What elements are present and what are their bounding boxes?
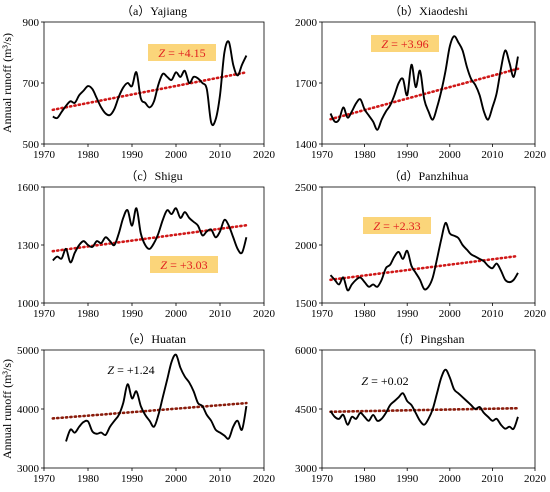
y-axis-label: Annual runoff (m³/s) bbox=[0, 359, 14, 459]
x-tick-label: 2000 bbox=[439, 149, 462, 161]
x-tick-label: 1990 bbox=[121, 149, 144, 161]
y-tick-label: 2000 bbox=[295, 17, 318, 29]
y-tick-label: 900 bbox=[23, 17, 40, 29]
x-tick-label: 1980 bbox=[77, 149, 100, 161]
x-tick-label: 2010 bbox=[481, 473, 504, 485]
plot-frame bbox=[43, 186, 265, 304]
panel-2: （c）Shigu 1970 1980 1990 2000 2010 2020 1000 1300… bbox=[17, 169, 276, 320]
x-tick-label: 1970 bbox=[311, 308, 334, 320]
panel-0: （a）Yajiang 1970 1980 1990 2000 2010 2020 500 700… bbox=[0, 4, 276, 161]
x-tick-label: 2020 bbox=[253, 149, 276, 161]
runoff-series-line bbox=[329, 368, 519, 431]
y-axis-label: Annual runoff (m³/s) bbox=[0, 33, 14, 133]
y-tick-label: 2000 bbox=[295, 240, 318, 252]
panel-title: （b）Xiaodeshi bbox=[389, 4, 468, 18]
y-tick-label: 5000 bbox=[17, 345, 40, 357]
z-stat-label: Z = +3.96 bbox=[381, 37, 428, 51]
runoff-series-line bbox=[65, 353, 248, 442]
x-tick-label: 1990 bbox=[121, 473, 144, 485]
plot-frame bbox=[43, 21, 265, 145]
panel-title: （d）Panzhihua bbox=[389, 169, 470, 183]
x-tick-label: 2020 bbox=[524, 149, 547, 161]
runoff-series-line bbox=[52, 207, 248, 264]
x-tick-label: 1970 bbox=[311, 149, 334, 161]
y-tick-label: 4000 bbox=[17, 404, 40, 416]
y-tick-label: 3000 bbox=[295, 463, 318, 475]
panel-title: （c）Shigu bbox=[125, 169, 182, 183]
x-tick-label: 2000 bbox=[165, 149, 188, 161]
z-stat-highlight bbox=[371, 35, 439, 52]
x-tick-label: 1970 bbox=[33, 473, 56, 485]
x-tick-label: 1970 bbox=[311, 473, 334, 485]
x-tick-label: 1990 bbox=[396, 308, 419, 320]
x-tick-label: 1990 bbox=[396, 149, 419, 161]
runoff-series-line bbox=[329, 222, 519, 292]
y-tick-label: 6000 bbox=[295, 345, 318, 357]
y-tick-label: 500 bbox=[23, 139, 40, 151]
runoff-series-line bbox=[52, 40, 248, 127]
z-stat-label: Z = +4.15 bbox=[158, 46, 205, 60]
y-tick-label: 1400 bbox=[295, 139, 318, 151]
panel-title: （a）Yajiang bbox=[121, 4, 187, 18]
x-tick-label: 1980 bbox=[354, 149, 377, 161]
trend-line bbox=[329, 406, 520, 414]
x-tick-label: 2020 bbox=[524, 308, 547, 320]
x-tick-label: 1980 bbox=[77, 473, 100, 485]
z-stat-label: Z = +1.24 bbox=[107, 363, 154, 377]
x-tick-label: 1980 bbox=[77, 308, 100, 320]
x-tick-label: 2010 bbox=[481, 308, 504, 320]
trend-line bbox=[329, 254, 520, 282]
y-tick-label: 3000 bbox=[17, 463, 40, 475]
trend-line bbox=[51, 223, 248, 253]
trend-line bbox=[51, 71, 248, 112]
z-stat-highlight bbox=[150, 256, 218, 273]
panel-5: （f）Pingshan 1970 1980 1990 2000 2010 2020 3000 4… bbox=[295, 332, 547, 485]
x-tick-label: 2000 bbox=[165, 473, 188, 485]
x-tick-label: 2020 bbox=[253, 473, 276, 485]
z-stat-label: Z = +3.03 bbox=[160, 258, 207, 272]
x-tick-label: 1970 bbox=[33, 149, 56, 161]
z-stat-label: Z = +2.33 bbox=[373, 219, 420, 233]
y-tick-label: 1700 bbox=[295, 78, 318, 90]
x-tick-label: 2000 bbox=[439, 473, 462, 485]
x-tick-label: 2020 bbox=[524, 473, 547, 485]
x-tick-label: 2000 bbox=[439, 308, 462, 320]
x-tick-label: 2010 bbox=[209, 149, 232, 161]
x-tick-label: 1980 bbox=[354, 473, 377, 485]
panel-4: （e）Huatan 1970 1980 1990 2000 2010 2020 3000 400… bbox=[0, 332, 276, 485]
y-tick-label: 1000 bbox=[17, 298, 40, 310]
z-stat-highlight bbox=[363, 217, 431, 234]
y-tick-label: 2500 bbox=[295, 182, 318, 194]
x-tick-label: 1990 bbox=[396, 473, 419, 485]
panel-1: （b）Xiaodeshi 1970 1980 1990 2000 2010 2020 1400… bbox=[295, 4, 547, 161]
y-tick-label: 1600 bbox=[17, 182, 40, 194]
panel-3: （d）Panzhihua 1970 1980 1990 2000 2010 2020 1500… bbox=[295, 169, 547, 320]
z-stat-highlight bbox=[148, 44, 216, 61]
runoff-series-line bbox=[329, 35, 519, 131]
x-tick-label: 2020 bbox=[253, 308, 276, 320]
y-tick-label: 1500 bbox=[295, 298, 318, 310]
panel-title: （e）Huatan bbox=[122, 332, 186, 346]
x-tick-label: 2010 bbox=[481, 149, 504, 161]
y-tick-label: 1300 bbox=[17, 240, 40, 252]
x-tick-label: 2010 bbox=[209, 308, 232, 320]
y-tick-label: 4500 bbox=[295, 404, 318, 416]
x-tick-label: 1970 bbox=[33, 308, 56, 320]
y-tick-label: 700 bbox=[23, 78, 40, 90]
trend-line bbox=[51, 401, 248, 420]
z-stat-label: Z = +0.02 bbox=[361, 374, 408, 388]
x-tick-label: 1990 bbox=[121, 308, 144, 320]
x-tick-label: 1980 bbox=[354, 308, 377, 320]
panel-title: （f）Pingshan bbox=[392, 332, 464, 346]
x-tick-label: 2000 bbox=[165, 308, 188, 320]
x-tick-label: 2010 bbox=[209, 473, 232, 485]
